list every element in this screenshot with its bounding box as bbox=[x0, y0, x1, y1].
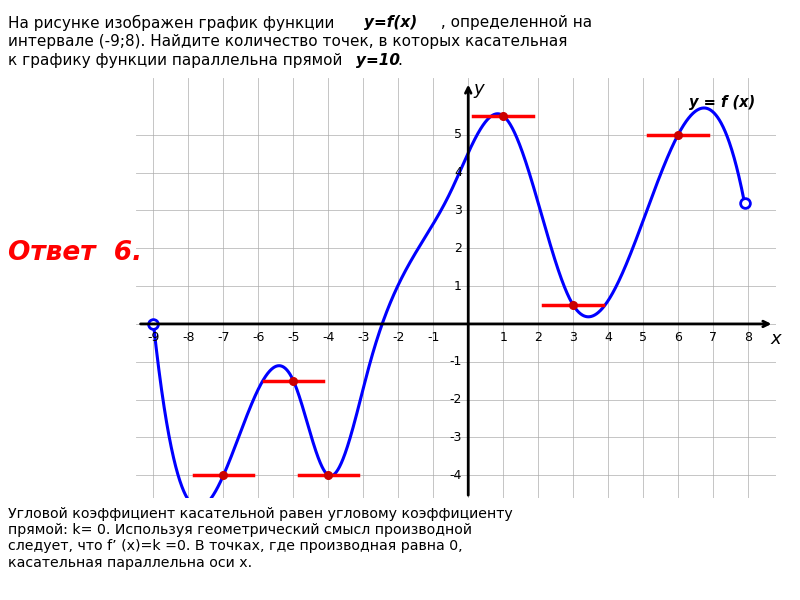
Text: -2: -2 bbox=[392, 331, 405, 344]
Text: 1: 1 bbox=[454, 280, 462, 293]
Text: , определенной на: , определенной на bbox=[436, 15, 592, 30]
Text: 2: 2 bbox=[534, 331, 542, 344]
Text: На рисунке изображен график функции: На рисунке изображен график функции bbox=[8, 15, 339, 31]
Text: x: x bbox=[770, 329, 781, 347]
Text: -1: -1 bbox=[427, 331, 439, 344]
Text: к графику функции параллельна прямой: к графику функции параллельна прямой bbox=[8, 53, 347, 68]
Text: 3: 3 bbox=[454, 204, 462, 217]
Text: -1: -1 bbox=[450, 355, 462, 368]
Text: Ответ  6.: Ответ 6. bbox=[8, 240, 142, 266]
Text: -2: -2 bbox=[450, 393, 462, 406]
Text: -8: -8 bbox=[182, 331, 194, 344]
Text: y=f(x): y=f(x) bbox=[364, 15, 418, 30]
Text: Угловой коэффициент касательной равен угловому коэффициенту
прямой: k= 0. Исполь: Угловой коэффициент касательной равен уг… bbox=[8, 507, 513, 569]
Text: 3: 3 bbox=[570, 331, 577, 344]
Text: 8: 8 bbox=[744, 331, 752, 344]
Text: -3: -3 bbox=[450, 431, 462, 444]
Text: y = f (x): y = f (x) bbox=[689, 95, 754, 110]
Text: -7: -7 bbox=[217, 331, 230, 344]
Text: y: y bbox=[474, 80, 484, 98]
Text: 6: 6 bbox=[674, 331, 682, 344]
Text: 2: 2 bbox=[454, 242, 462, 255]
Text: -3: -3 bbox=[357, 331, 370, 344]
Text: 7: 7 bbox=[709, 331, 717, 344]
Text: 4: 4 bbox=[454, 166, 462, 179]
Text: y=10: y=10 bbox=[356, 53, 400, 68]
Text: 1: 1 bbox=[499, 331, 507, 344]
Text: .: . bbox=[398, 53, 402, 68]
Text: -4: -4 bbox=[322, 331, 334, 344]
Text: -4: -4 bbox=[450, 469, 462, 482]
Text: 5: 5 bbox=[639, 331, 647, 344]
Text: -6: -6 bbox=[252, 331, 265, 344]
Text: интервале (-9;8). Найдите количество точек, в которых касательная: интервале (-9;8). Найдите количество точ… bbox=[8, 34, 567, 49]
Text: -5: -5 bbox=[287, 331, 300, 344]
Text: -9: -9 bbox=[147, 331, 160, 344]
Text: 5: 5 bbox=[454, 128, 462, 141]
Text: 4: 4 bbox=[604, 331, 612, 344]
